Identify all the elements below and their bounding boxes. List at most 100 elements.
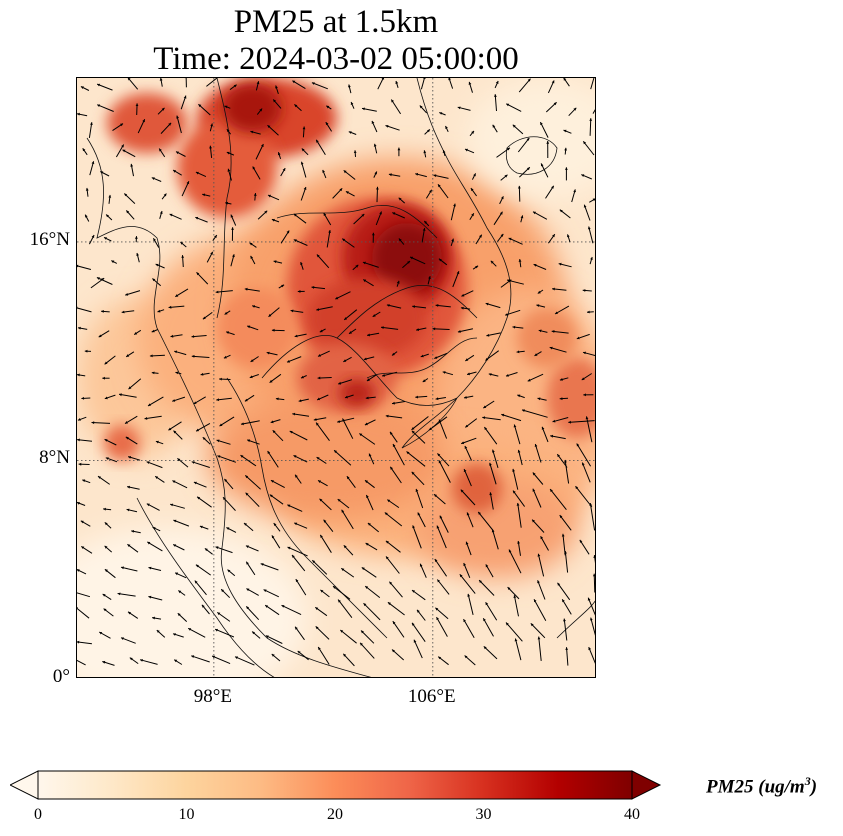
wind-vector-head [159,148,162,152]
wind-vector-head [410,256,414,260]
wind-vector [417,512,426,528]
wind-vector [267,450,279,468]
wind-vector-head [448,78,451,81]
wind-vector-head [273,99,276,103]
wind-vector [489,492,494,510]
wind-vector-head [366,378,370,381]
wind-vector-head [318,354,321,357]
wind-vector-head [506,374,509,377]
wind-vector-head [517,394,521,398]
wind-vector-head [210,251,213,255]
wind-vector-head [557,582,561,586]
wind-vector [539,121,549,138]
wind-vector [77,592,91,598]
wind-vector-head [485,302,489,306]
pm25-blob [452,463,502,513]
wind-vector-head [438,184,441,188]
wind-vector [559,514,572,531]
wind-vector-head [501,413,505,417]
wind-vector [97,104,114,112]
wind-vector [359,642,375,659]
wind-vector-head [297,290,301,293]
wind-vector-head [587,597,591,601]
wind-vector-head [387,499,391,503]
wind-vector-head [355,264,359,268]
wind-vector-head [157,309,161,313]
wind-vector [335,291,351,300]
wind-vector [436,579,450,595]
wind-vector-head [194,580,198,584]
wind-vector [582,140,595,156]
wind-vector-head [271,654,275,657]
wind-vector-head [216,398,220,402]
colorbar-tick-label: 0 [34,806,42,823]
wind-vector [549,346,567,353]
wind-vector [562,533,566,556]
wind-vector [88,122,93,138]
pm25-blob [467,78,595,198]
wind-vector-head [249,242,253,246]
wind-vector-head [486,333,490,337]
wind-vector-head [567,234,570,238]
wind-vector-head [435,304,439,307]
wind-vector-head [294,334,298,338]
wind-vector-head [125,421,128,424]
wind-vector-head [191,461,195,464]
wind-vector-head [390,431,393,435]
wind-vector-head [159,211,163,214]
wind-vector [281,604,302,616]
wind-vector-head [483,646,487,650]
wind-vector-head [471,213,474,217]
wind-vector-head [293,213,297,217]
wind-vector-head [428,276,431,279]
wind-vector [392,443,405,466]
wind-vector-head [265,635,269,639]
wind-vector-head [140,659,143,662]
wind-vector-head [270,420,274,424]
wind-vector-head [155,476,159,479]
wind-vector [564,550,569,573]
wind-vector [287,504,303,512]
wind-vector-head [564,459,567,463]
wind-vector-head [80,86,84,89]
wind-vector-head [152,616,155,620]
wind-vector-head [175,371,179,375]
wind-vector-head [532,488,536,492]
pm25-blob [207,398,447,518]
wind-vector-head [216,439,220,443]
wind-vector-head [111,260,115,264]
wind-vector-head [249,375,253,379]
wind-vector-head [320,534,323,538]
wind-vector-head [470,188,474,192]
wind-vector [531,519,545,533]
wind-vector-head [526,167,530,171]
wind-vector-head [492,124,496,128]
wind-vector-head [385,540,389,544]
wind-vector [139,659,158,665]
coastline-path [401,397,458,449]
wind-vector-head [119,393,122,397]
wind-vector-head [467,372,470,376]
wind-vector-head [374,171,377,175]
wind-vector-head [438,258,442,262]
wind-vector-head [215,290,219,294]
wind-vector [173,519,190,527]
wind-vector [181,180,190,197]
wind-vector-head [151,329,155,333]
wind-vector [415,488,424,509]
wind-vector-head [223,355,227,359]
wind-vector-head [395,81,399,84]
wind-vector [195,564,211,576]
wind-vector [532,211,548,220]
wind-vector [464,445,472,461]
wind-vector [360,630,375,644]
wind-vector-head [537,397,541,401]
wind-vector-head [419,563,423,567]
wind-vector-head [266,351,270,355]
wind-vector-head [495,81,499,84]
wind-vector-head [130,163,134,167]
wind-vector-head [457,106,461,110]
wind-vector-head [534,353,538,356]
wind-vector [146,461,163,469]
wind-vector-head [590,617,593,621]
